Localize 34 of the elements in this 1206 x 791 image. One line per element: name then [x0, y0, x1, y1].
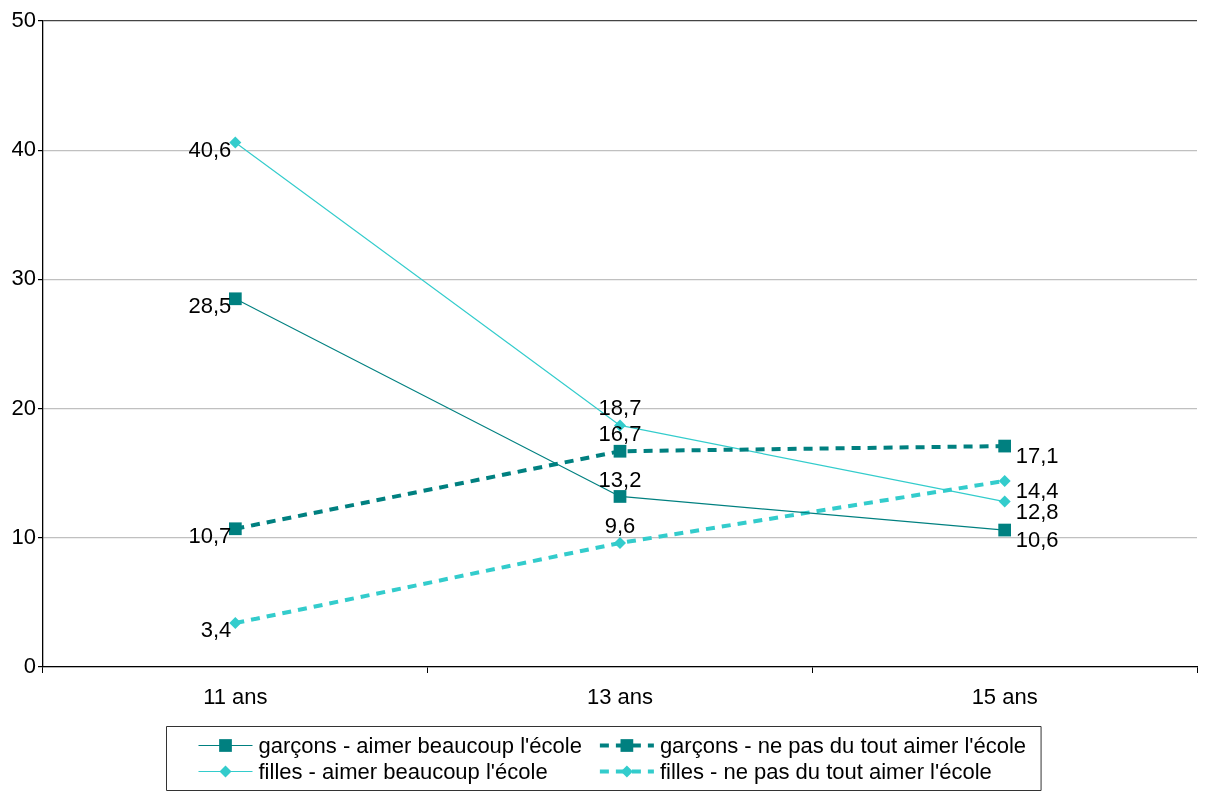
data-label: 3,4	[200, 617, 232, 643]
point	[613, 490, 627, 503]
point	[228, 522, 242, 536]
data-label: 28,5	[188, 292, 232, 318]
data-label: 17,1	[1015, 443, 1059, 469]
data-label: 40,6	[188, 136, 232, 162]
y-tick-label: 40	[11, 136, 36, 162]
y-tick-label: 30	[11, 265, 36, 291]
point	[229, 617, 242, 630]
point	[613, 444, 627, 458]
x-tick-label: 13 ans	[586, 684, 654, 710]
y-tick-label: 20	[11, 394, 36, 420]
point	[998, 474, 1011, 487]
data-label: 9,6	[604, 513, 636, 539]
data-label: 10,6	[1015, 527, 1059, 553]
legend-label: filles - ne pas du tout aimer l'école	[659, 758, 992, 784]
data-label: 16,7	[598, 421, 642, 447]
point	[229, 136, 242, 149]
y-tick-label: 50	[11, 7, 36, 33]
x-tick-label: 11 ans	[203, 684, 268, 710]
data-label: 10,7	[188, 522, 232, 548]
legend-label: filles - aimer beaucoup l'école	[258, 758, 548, 784]
x-tick-label: 15 ans	[971, 684, 1038, 710]
y-tick-label: 0	[23, 653, 36, 679]
point	[998, 439, 1012, 453]
legend-label: garçons - ne pas du tout aimer l'école	[659, 732, 1027, 758]
y-tick-label: 10	[11, 523, 36, 549]
point	[998, 523, 1012, 537]
data-label: 13,2	[598, 466, 642, 492]
legend-label: garçons - aimer beaucoup l'école	[258, 732, 582, 758]
point	[998, 495, 1011, 508]
data-label: 14,4	[1015, 478, 1059, 504]
data-label: 18,7	[598, 395, 642, 421]
point	[614, 536, 626, 549]
